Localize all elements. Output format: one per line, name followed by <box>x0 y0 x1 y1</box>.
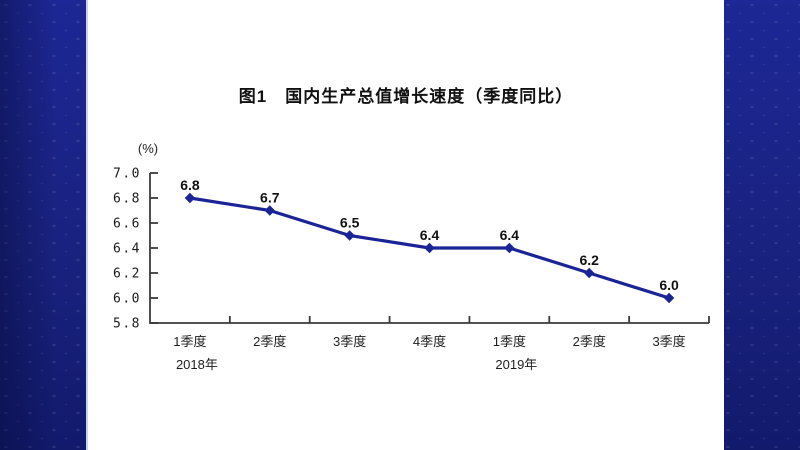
year-label: 2018年 <box>176 357 218 372</box>
y-tick-label: 7.0 <box>113 167 141 182</box>
x-category-label: 1季度 <box>493 334 526 349</box>
diamond-marker <box>424 242 435 254</box>
y-tick-label: 5.8 <box>113 317 141 332</box>
y-tick-label: 6.8 <box>113 192 141 207</box>
chart-title: 图1 国内生产总值增长速度（季度同比） <box>238 87 574 106</box>
diamond-marker <box>663 292 675 304</box>
diamond-marker <box>264 205 275 216</box>
x-category-label: 2季度 <box>573 334 606 349</box>
y-tick-label: 6.2 <box>113 267 141 282</box>
diamond-marker <box>504 242 515 254</box>
data-label: 6.7 <box>260 190 280 206</box>
x-category-label: 4季度 <box>413 334 446 349</box>
y-tick-label: 6.0 <box>113 292 141 307</box>
data-label: 6.8 <box>180 177 200 193</box>
background-pattern-right <box>722 0 800 450</box>
data-label: 6.0 <box>659 277 679 293</box>
diamond-marker <box>184 192 196 204</box>
x-category-label: 3季度 <box>333 334 366 349</box>
x-category-label: 3季度 <box>652 334 685 349</box>
year-label: 2019年 <box>495 357 537 372</box>
chart-panel: 图1 国内生产总值增长速度（季度同比） (%) 7.0 6.8 6.6 6.4 6.2 6… <box>86 0 724 450</box>
data-label: 6.4 <box>500 227 520 243</box>
gdp-growth-line-chart: 7.0 6.8 6.6 6.4 6.2 6.0 5.8 6.8 6.7 6.5 6.4 6.4 6.2 6… <box>113 167 710 372</box>
data-label: 6.4 <box>420 227 440 243</box>
y-axis-unit-label: (%) <box>137 141 159 156</box>
data-label: 6.2 <box>579 252 599 268</box>
y-tick-label: 6.4 <box>113 242 141 257</box>
x-category-label: 1季度 <box>173 334 206 349</box>
x-category-label: 2季度 <box>253 334 286 349</box>
diamond-marker <box>584 267 595 279</box>
data-label: 6.5 <box>340 215 360 231</box>
y-tick-label: 6.6 <box>113 217 141 232</box>
background-pattern-left <box>0 0 86 450</box>
diamond-marker <box>344 230 355 241</box>
